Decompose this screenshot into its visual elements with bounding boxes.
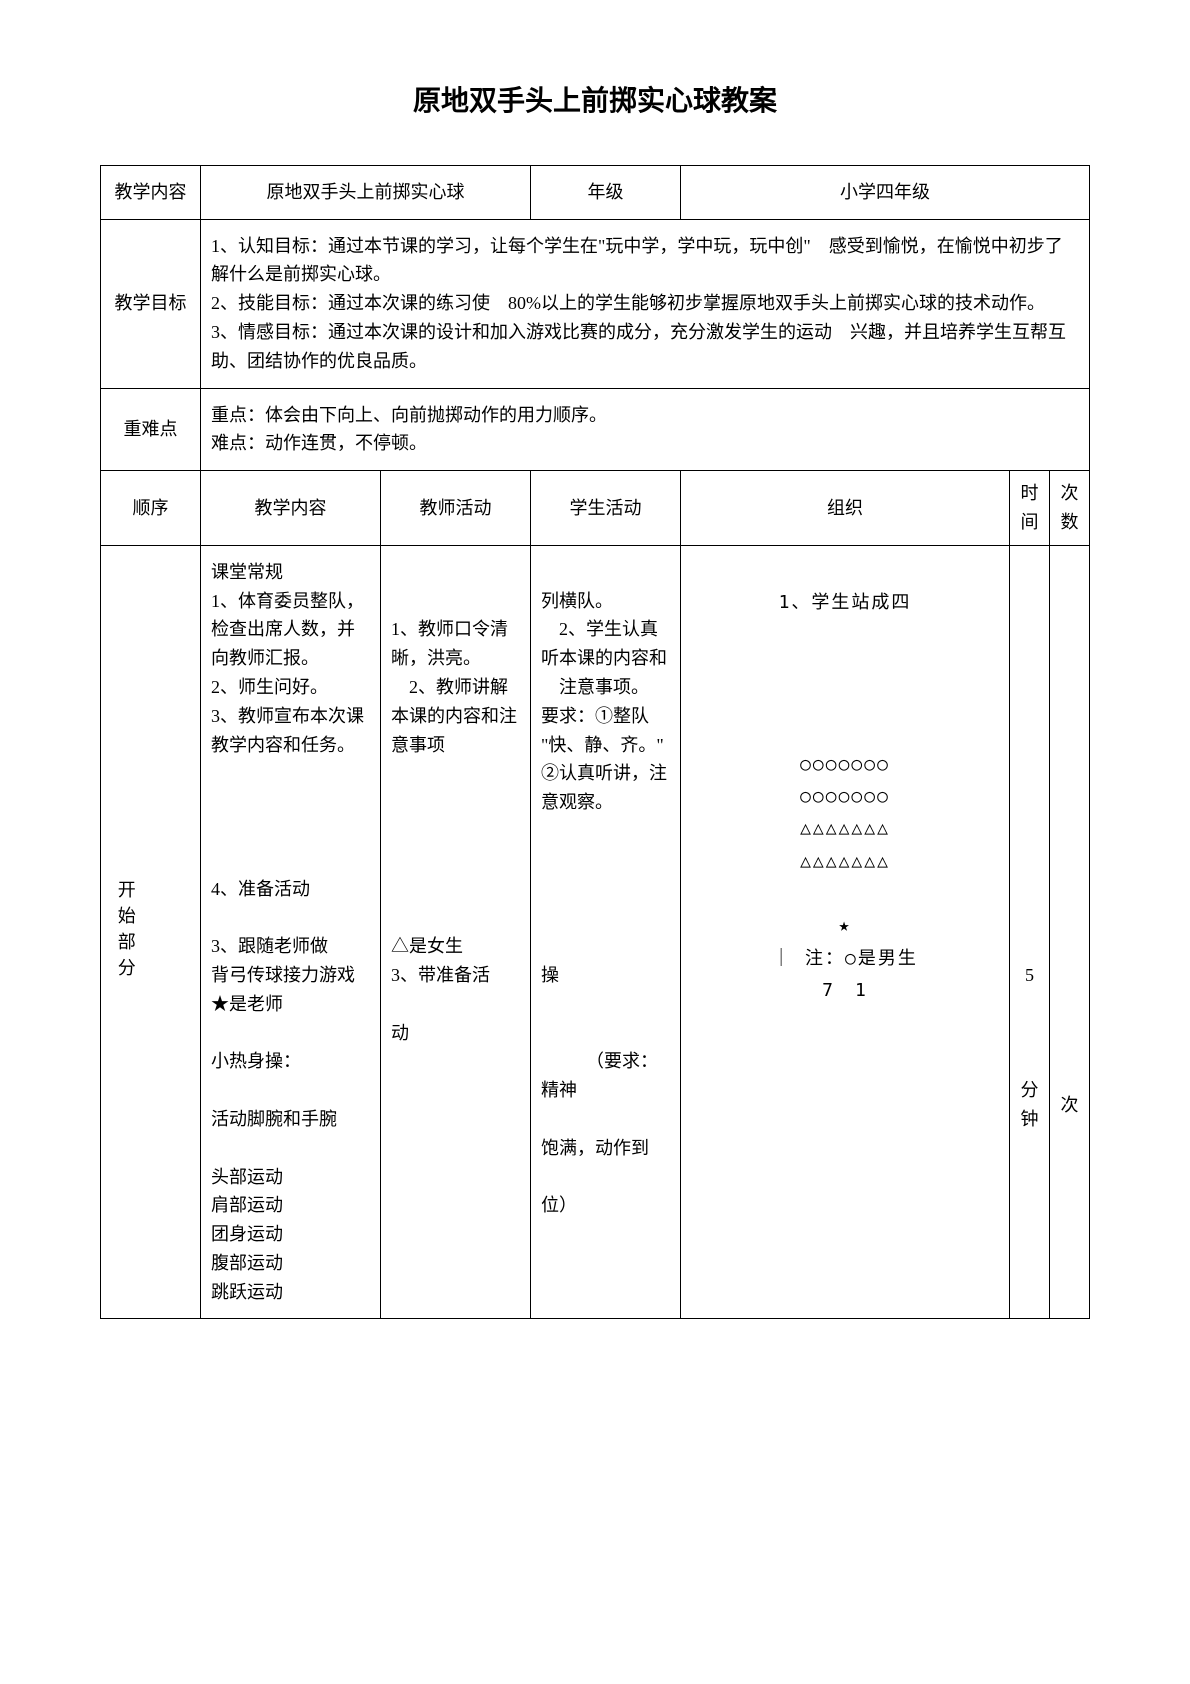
header-student-activity: 学生活动 — [531, 471, 681, 546]
lesson-plan-table: 教学内容 原地双手头上前掷实心球 年级 小学四年级 教学目标 1、认知目标：通过… — [100, 165, 1090, 1320]
value-key-difficult: 重点：体会由下向上、向前抛掷动作的用力顺序。 难点：动作连贯，不停顿。 — [201, 388, 1090, 471]
row-teach-goal: 教学目标 1、认知目标：通过本节课的学习，让每个学生在"玩中学，学中玩，玩中创"… — [101, 219, 1090, 388]
label-grade: 年级 — [531, 165, 681, 219]
sequence-text: 开始部分 — [111, 880, 140, 984]
value-teach-goal: 1、认知目标：通过本节课的学习，让每个学生在"玩中学，学中玩，玩中创" 感受到愉… — [201, 219, 1090, 388]
cell-sequence: 开始部分 — [101, 545, 201, 1319]
cell-time: 5 分 钟 — [1010, 545, 1050, 1319]
label-teach-goal: 教学目标 — [101, 219, 201, 388]
cell-teach-content: 课堂常规 1、体育委员整队，检查出席人数，并向教师汇报。 2、师生问好。 3、教… — [201, 545, 381, 1319]
label-teach-content: 教学内容 — [101, 165, 201, 219]
row-sequence-header: 顺序 教学内容 教师活动 学生活动 组织 时间 次数 — [101, 471, 1090, 546]
formation-diagram: 1、学生站成四 ○○○○○○○ ○○○○○○○ △△△△△△△ △△△△△△△ … — [691, 587, 999, 1008]
row-teach-content: 教学内容 原地双手头上前掷实心球 年级 小学四年级 — [101, 165, 1090, 219]
row-main-content: 开始部分 课堂常规 1、体育委员整队，检查出席人数，并向教师汇报。 2、师生问好… — [101, 545, 1090, 1319]
cell-organization: 1、学生站成四 ○○○○○○○ ○○○○○○○ △△△△△△△ △△△△△△△ … — [681, 545, 1010, 1319]
header-teach-content: 教学内容 — [201, 471, 381, 546]
header-teacher-activity: 教师活动 — [381, 471, 531, 546]
cell-count: 次 — [1050, 545, 1090, 1319]
header-organization: 组织 — [681, 471, 1010, 546]
label-key-difficult: 重难点 — [101, 388, 201, 471]
value-grade: 小学四年级 — [681, 165, 1090, 219]
cell-student-activity: 列横队。 2、学生认真听本课的内容和 注意事项。 要求：①整队 "快、静、齐。"… — [531, 545, 681, 1319]
header-sequence: 顺序 — [101, 471, 201, 546]
row-key-difficult: 重难点 重点：体会由下向上、向前抛掷动作的用力顺序。 难点：动作连贯，不停顿。 — [101, 388, 1090, 471]
value-teach-content: 原地双手头上前掷实心球 — [201, 165, 531, 219]
header-time: 时间 — [1010, 471, 1050, 546]
cell-teacher-activity: 1、教师口令清晰，洪亮。 2、教师讲解本课的内容和注意事项 △是女生 3、带准备… — [381, 545, 531, 1319]
page-title: 原地双手头上前掷实心球教案 — [100, 80, 1090, 125]
header-count: 次数 — [1050, 471, 1090, 546]
